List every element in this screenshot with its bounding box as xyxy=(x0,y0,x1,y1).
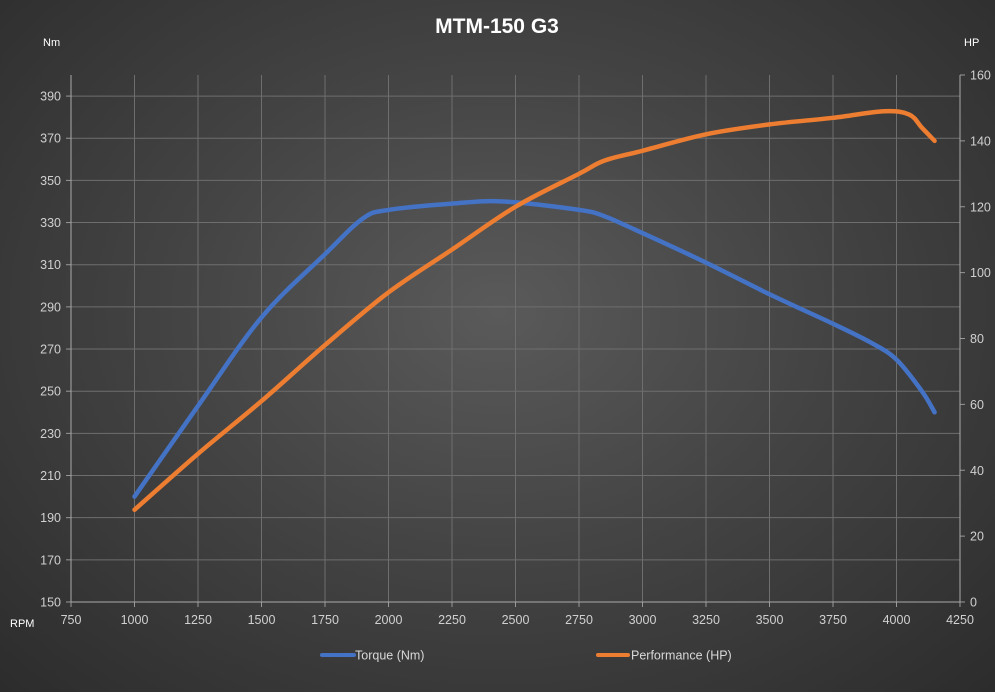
x-tick-label: 750 xyxy=(61,613,82,627)
y-right-tick-label: 100 xyxy=(970,266,991,280)
right-axis-label: HP xyxy=(964,37,979,49)
x-tick-label: 3250 xyxy=(692,613,720,627)
legend-label-performance: Performance (HP) xyxy=(631,649,732,663)
y-right-tick-label: 0 xyxy=(970,596,977,610)
series-lines xyxy=(132,108,937,513)
legend: Torque (Nm) Performance (HP) xyxy=(320,649,732,663)
y-left-tick-label: 290 xyxy=(40,300,61,314)
y-right-tick-label: 40 xyxy=(970,464,984,478)
y-right-tick-label: 80 xyxy=(970,332,984,346)
x-tick-label: 2500 xyxy=(502,613,530,627)
y-left-tick-label: 370 xyxy=(40,132,61,146)
y-left-tick-label: 310 xyxy=(40,258,61,272)
x-tick-label: 1000 xyxy=(121,613,149,627)
left-axis-label: Nm xyxy=(43,37,60,49)
x-tick-label: 4000 xyxy=(883,613,911,627)
x-tick-label: 3500 xyxy=(756,613,784,627)
y-left-tick-label: 170 xyxy=(40,553,61,567)
x-tick-label: 1500 xyxy=(248,613,276,627)
axes: 750 1000 1250 1500 1750 2000 2250 2500 2750 3000 3… xyxy=(40,69,991,628)
legend-label-torque: Torque (Nm) xyxy=(355,649,424,663)
x-axis-label: RPM xyxy=(10,618,34,630)
y-left-tick-label: 230 xyxy=(40,427,61,441)
x-tick-label: 1250 xyxy=(184,613,212,627)
y-left-tick-label: 150 xyxy=(40,596,61,610)
gridlines xyxy=(70,75,961,603)
x-tick-label: 3750 xyxy=(819,613,847,627)
x-tick-label: 4250 xyxy=(946,613,974,627)
y-right-tick-label: 140 xyxy=(970,134,991,148)
y-left-tick-label: 390 xyxy=(40,90,61,104)
x-tick-label: 2750 xyxy=(565,613,593,627)
x-tick-label: 3000 xyxy=(629,613,657,627)
y-left-tick-label: 270 xyxy=(40,343,61,357)
x-tick-label: 1750 xyxy=(311,613,339,627)
chart-title: MTM-150 G3 xyxy=(435,15,559,38)
y-left-tick-label: 210 xyxy=(40,469,61,483)
y-left-tick-label: 250 xyxy=(40,385,61,399)
y-left-tick-label: 330 xyxy=(40,216,61,230)
x-tick-label: 2000 xyxy=(375,613,403,627)
y-left-tick-label: 190 xyxy=(40,511,61,525)
y-right-tick-label: 20 xyxy=(970,530,984,544)
y-right-tick-label: 60 xyxy=(970,398,984,412)
y-right-tick-label: 160 xyxy=(970,69,991,83)
series-line-torque xyxy=(132,198,937,499)
y-right-tick-label: 120 xyxy=(970,200,991,214)
y-left-tick-label: 350 xyxy=(40,174,61,188)
x-tick-label: 2250 xyxy=(438,613,466,627)
series-line-performance xyxy=(132,108,937,513)
